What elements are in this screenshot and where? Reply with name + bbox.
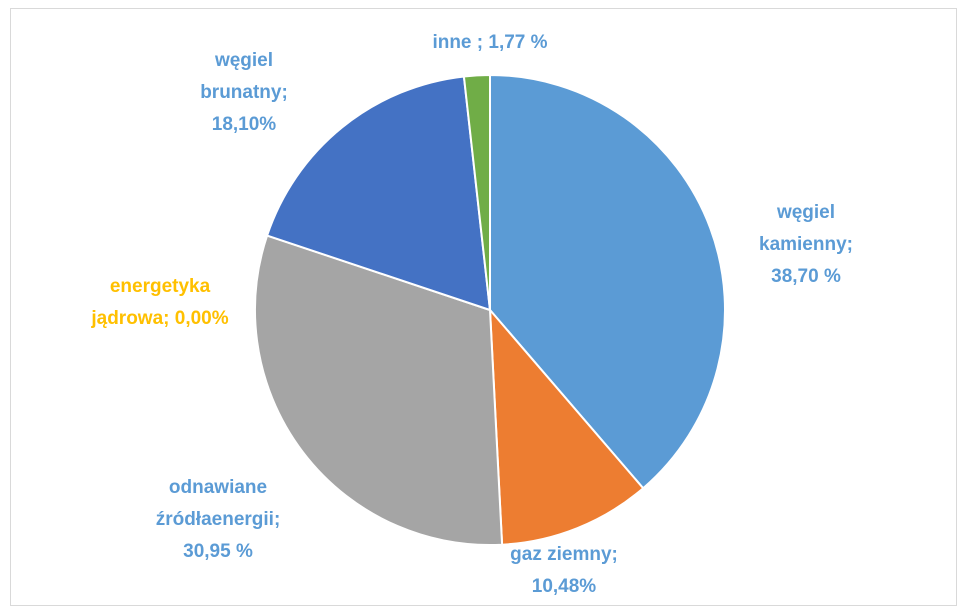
pie-slice xyxy=(265,75,492,312)
data-label-line: węgiel xyxy=(214,50,273,71)
data-label: węgiel brunatny; 18,10% xyxy=(200,50,288,135)
pie-slice xyxy=(489,73,726,490)
data-label-line: 10,48% xyxy=(532,576,597,597)
pie-slice xyxy=(254,234,504,546)
data-label-line: inne ; 1,77 % xyxy=(432,32,547,53)
data-label-line: jądrowa; 0,00% xyxy=(90,308,228,329)
data-label: gaz ziemny; 10,48% xyxy=(510,544,618,597)
pie-slice xyxy=(462,73,491,311)
data-label-line: energetyka xyxy=(110,276,211,297)
data-label-line: 30,95 % xyxy=(183,541,253,562)
data-label-line: brunatny; xyxy=(200,82,288,103)
data-label: energetyka jądrowa; 0,00% xyxy=(90,276,228,329)
data-label-line: kamienny; xyxy=(759,234,853,255)
data-label-line: węgiel xyxy=(776,202,835,223)
data-label-line: źródłaenergii; xyxy=(156,509,281,530)
data-label-line: 38,70 % xyxy=(771,266,841,287)
data-label-line: gaz ziemny; xyxy=(510,544,618,565)
data-label-line: 18,10% xyxy=(212,114,277,135)
pie-slice xyxy=(488,307,645,546)
data-label: inne ; 1,77 % xyxy=(432,32,547,53)
data-label: węgiel kamienny; 38,70 % xyxy=(759,202,853,287)
data-label: odnawiane źródłaenergii; 30,95 % xyxy=(156,477,281,562)
data-label-line: odnawiane xyxy=(169,477,267,498)
